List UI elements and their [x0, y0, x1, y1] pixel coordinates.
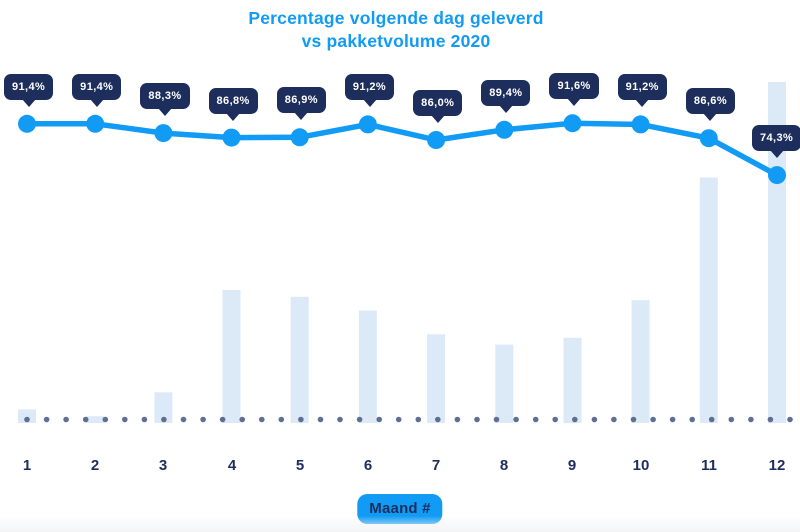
baseline-dot	[63, 416, 69, 423]
x-tick-month-12: 12	[768, 457, 786, 474]
x-tick-month-7: 7	[431, 457, 441, 474]
baseline-dot	[708, 416, 715, 423]
baseline-dot	[493, 416, 500, 423]
x-tick-month-4: 4	[227, 457, 237, 474]
baseline-dot	[454, 416, 461, 423]
percentage-tooltip-month-7: 86,0%	[413, 90, 463, 116]
baseline-dot	[669, 416, 676, 423]
baseline-dot	[239, 416, 245, 423]
baseline-dot	[122, 416, 128, 423]
baseline-dot	[552, 416, 558, 423]
volume-bar-month-6	[358, 310, 377, 423]
percentage-tooltip-month-2: 91,4%	[72, 74, 122, 100]
baseline-dot	[650, 416, 656, 423]
percentage-tooltip-month-6: 91,2%	[344, 74, 395, 100]
baseline-dot	[141, 416, 148, 423]
baseline-dot	[102, 416, 109, 423]
percentage-tooltip-month-10: 91,2%	[617, 74, 667, 100]
percentage-marker-month-5	[290, 128, 309, 147]
percentage-tooltip-month-4: 86,8%	[208, 88, 258, 114]
volume-bar-month-10	[631, 300, 650, 423]
baseline-dot	[532, 416, 539, 423]
percentage-line	[24, 120, 780, 178]
baseline-dot	[259, 416, 265, 423]
x-tick-month-10: 10	[632, 457, 650, 474]
x-tick-month-1: 1	[22, 457, 32, 474]
volume-bar-month-12	[768, 82, 786, 423]
x-tick-month-3: 3	[158, 457, 168, 474]
volume-bar-month-8	[495, 344, 514, 423]
baseline-dot	[513, 416, 519, 423]
baseline-dot	[611, 416, 617, 423]
x-tick-month-11: 11	[701, 457, 717, 474]
baseline-dot	[728, 416, 735, 423]
dotted-baseline	[24, 416, 793, 423]
percentage-tooltip-month-12: 74,3%	[752, 125, 800, 151]
baseline-dot	[161, 416, 167, 423]
baseline-dot	[435, 416, 441, 423]
baseline-dot	[474, 416, 480, 423]
volume-bar-month-4	[222, 290, 241, 423]
chart-title-line-2: vs pakketvolume 2020	[301, 31, 491, 51]
percentage-marker-month-11	[699, 129, 718, 148]
x-tick-month-9: 9	[567, 457, 577, 474]
baseline-dot	[748, 416, 754, 423]
baseline-dot	[395, 416, 402, 423]
baseline-dot	[591, 416, 598, 423]
percentage-marker-month-10	[631, 115, 650, 134]
percentage-tooltip-month-9: 91,6%	[549, 73, 599, 99]
percentage-marker-month-12	[768, 166, 786, 185]
x-tick-month-5: 5	[295, 457, 305, 474]
x-tick-month-2: 2	[90, 457, 100, 474]
x-axis-title-badge: Maand #	[357, 494, 443, 524]
baseline-dot	[317, 416, 324, 423]
volume-bar-month-5	[290, 296, 309, 423]
volume-bar-month-2	[86, 416, 105, 423]
baseline-dot	[787, 416, 793, 423]
percentage-marker-month-1	[18, 114, 36, 133]
x-axis-title-text: Maand #	[369, 500, 431, 517]
percentage-marker-month-6	[358, 115, 377, 134]
baseline-dot	[356, 416, 363, 423]
volume-bar-month-9	[563, 337, 582, 424]
volume-bar-month-7	[427, 334, 446, 423]
percentage-marker-month-3	[154, 124, 173, 143]
x-tick-month-6: 6	[363, 457, 373, 474]
percentage-tooltip-month-8: 89,4%	[481, 80, 531, 106]
baseline-dot	[337, 416, 343, 423]
chart-title: Percentage volgende dag geleverd vs pakk…	[0, 7, 792, 53]
percentage-marker-month-8	[495, 120, 514, 139]
baseline-dot	[278, 416, 285, 423]
baseline-dot	[200, 416, 206, 423]
baseline-dot	[43, 416, 50, 423]
baseline-dot	[82, 416, 89, 423]
percentage-marker-month-9	[563, 114, 582, 133]
volume-bar-month-3	[154, 392, 173, 423]
x-tick-month-8: 8	[499, 457, 509, 474]
baseline-dot	[572, 416, 578, 423]
baseline-dot	[689, 416, 695, 423]
percentage-tooltip-month-1: 91,4%	[4, 74, 54, 100]
baseline-dot	[24, 416, 30, 423]
baseline-dot	[630, 416, 637, 423]
baseline-dot	[298, 416, 304, 423]
volume-bar-month-1	[18, 409, 36, 423]
baseline-dot	[376, 416, 383, 423]
percentage-marker-month-7	[427, 131, 446, 149]
volume-bar-month-11	[699, 177, 718, 423]
percentage-marker-month-2	[86, 114, 105, 133]
percentage-tooltip-month-3: 88,3%	[140, 83, 190, 109]
chart-title-line-1: Percentage volgende dag geleverd	[248, 8, 544, 28]
percentage-tooltip-month-11: 86,6%	[685, 88, 736, 114]
baseline-dot	[219, 416, 226, 423]
percentage-marker-month-4	[222, 128, 241, 147]
baseline-dot	[180, 416, 187, 423]
baseline-dot	[415, 416, 422, 423]
baseline-dot	[767, 416, 774, 423]
percentage-tooltip-month-5: 86,9%	[276, 87, 326, 113]
